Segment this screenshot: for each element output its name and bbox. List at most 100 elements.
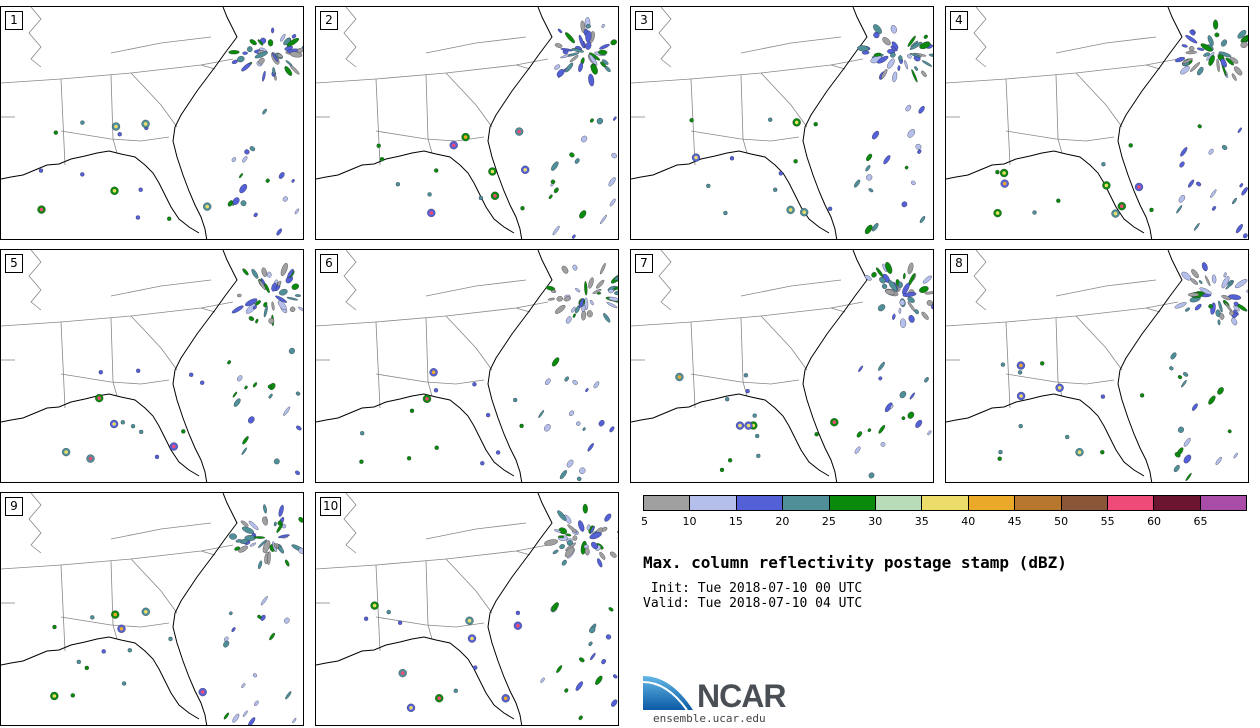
- storm-cell: [864, 275, 872, 281]
- storm-cell: [903, 272, 906, 280]
- storm-cell: [578, 34, 585, 49]
- storm-cell: [167, 216, 172, 221]
- colorbar-tick-label: 35: [914, 515, 929, 528]
- storm-cell: [406, 456, 412, 461]
- storm-cell: [556, 665, 563, 673]
- storm-cell: [609, 198, 616, 207]
- state-border: [760, 315, 808, 371]
- storm-core: [114, 124, 118, 129]
- storm-cell: [288, 347, 295, 355]
- storm-cell: [248, 520, 259, 531]
- storm-cell: [229, 611, 233, 616]
- map: [1, 493, 303, 725]
- storm-cell: [80, 120, 85, 125]
- storm-cell: [609, 551, 617, 558]
- storm-cell: [1018, 423, 1023, 429]
- state-border: [60, 373, 170, 385]
- coastline: [487, 250, 553, 482]
- storm-cell: [579, 467, 586, 474]
- storm-core: [425, 397, 429, 401]
- state-border: [425, 317, 433, 397]
- storm-core: [437, 696, 441, 700]
- storm-cell: [397, 620, 403, 625]
- storm-cell: [719, 467, 725, 473]
- storm-cell: [571, 306, 576, 313]
- storm-cell: [1174, 452, 1181, 458]
- init-time: Init: Tue 2018-07-10 00 UTC: [643, 581, 863, 596]
- storm-cell: [565, 62, 574, 73]
- storm-cell: [249, 542, 257, 547]
- state-border: [1055, 74, 1063, 154]
- storm-cell: [588, 54, 598, 66]
- storm-cell: [264, 283, 270, 294]
- state-border: [60, 616, 170, 628]
- storm-cell: [580, 20, 586, 34]
- state-border: [515, 307, 531, 313]
- storm-cell: [551, 357, 560, 367]
- storm-cell: [70, 693, 75, 698]
- storm-cell: [272, 67, 276, 75]
- storm-cell: [363, 616, 369, 621]
- coastline: [316, 150, 515, 234]
- storm-cell: [1183, 454, 1192, 464]
- storm-cell: [1189, 62, 1201, 72]
- storm-cell: [924, 291, 933, 295]
- storm-cell: [589, 532, 602, 540]
- colorbar-ticks: 5 10 15 20 25 30 35 40 45 50 55 60 65: [641, 515, 1247, 529]
- state-border: [110, 36, 212, 54]
- storm-core: [1002, 181, 1007, 186]
- storm-core: [119, 627, 124, 631]
- storm-cell: [813, 122, 818, 127]
- storm-cell: [278, 288, 288, 296]
- storm-cell: [1183, 437, 1191, 447]
- storm-core: [1137, 185, 1141, 189]
- storm-cell: [248, 416, 255, 424]
- storm-cell: [223, 640, 230, 648]
- storm-cell: [891, 41, 899, 50]
- storm-cell: [1176, 205, 1183, 214]
- storm-core: [1019, 394, 1023, 398]
- colorbar-segment: [875, 496, 923, 510]
- member-label: 8: [950, 254, 968, 273]
- storm-cell: [1233, 305, 1240, 312]
- storm-cell: [1220, 39, 1228, 47]
- storm-cell: [900, 318, 907, 328]
- storm-cell: [571, 48, 584, 53]
- storm-cell: [302, 539, 303, 544]
- storm-cell: [263, 504, 267, 514]
- storm-cell: [897, 281, 903, 288]
- storm-cell: [386, 609, 391, 615]
- storm-cell: [579, 210, 587, 219]
- storm-cell: [1180, 147, 1188, 157]
- storm-cell: [1221, 295, 1232, 301]
- storm-cell: [275, 295, 287, 303]
- member-panel-4: 4: [945, 6, 1249, 240]
- member-label: 7: [635, 254, 653, 273]
- state-border: [110, 317, 118, 397]
- storm-cell: [223, 712, 230, 720]
- storm-core: [112, 422, 116, 426]
- storm-cell: [189, 372, 194, 377]
- storm-core: [1104, 183, 1109, 188]
- colorbar-tick-label: 20: [775, 515, 790, 528]
- coastline: [172, 493, 238, 725]
- storm-cell: [360, 431, 365, 436]
- storm-cell: [1177, 375, 1183, 380]
- storm-cell: [1181, 271, 1192, 281]
- map: [946, 7, 1248, 239]
- storm-cell: [613, 116, 617, 121]
- storm-cell: [571, 234, 576, 239]
- colorbar-tick-label: 45: [1007, 515, 1022, 528]
- storm-cell: [227, 360, 231, 365]
- storm-cell: [545, 285, 556, 291]
- state-border: [60, 78, 66, 166]
- storm-cell: [1231, 317, 1238, 326]
- storm-cell: [359, 459, 364, 464]
- storm-cell: [881, 283, 888, 289]
- storm-cell: [284, 559, 290, 567]
- state-border: [425, 74, 433, 154]
- storm-cell: [241, 447, 248, 455]
- storm-cell: [589, 525, 595, 534]
- storm-cell: [572, 535, 578, 541]
- storm-cell: [231, 305, 244, 314]
